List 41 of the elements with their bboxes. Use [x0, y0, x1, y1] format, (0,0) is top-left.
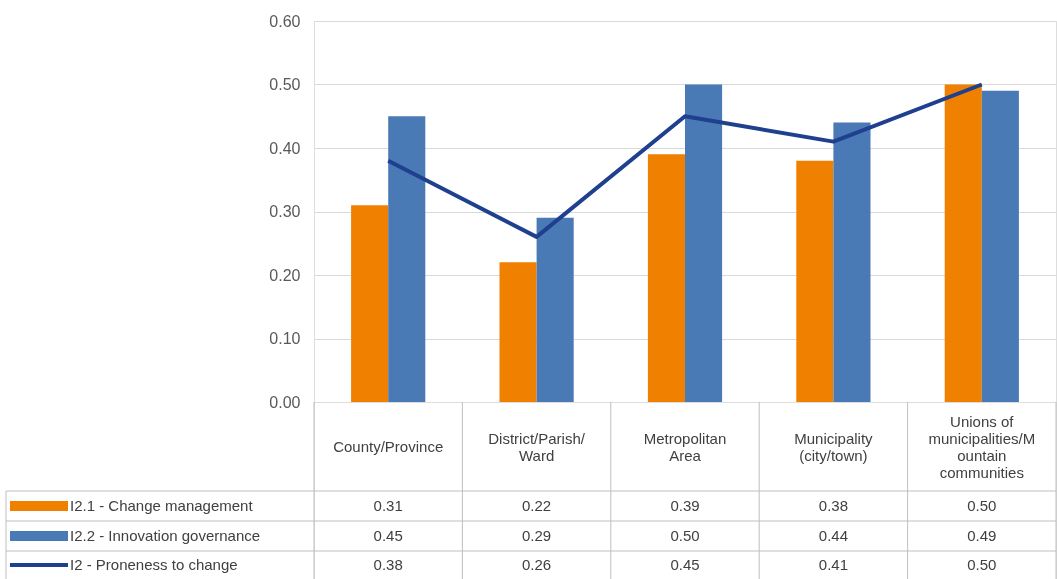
legend-label: I2.2 - Innovation governance [70, 527, 261, 544]
legend-label: I2 - Proneness to change [70, 556, 238, 573]
data-label: 0.31 [373, 497, 403, 514]
data-label: 0.41 [818, 556, 848, 573]
bar [981, 90, 1019, 402]
y-tick-label: 0.00 [269, 393, 301, 411]
y-tick-label: 0.40 [269, 139, 301, 157]
x-tick-label: County/Province [333, 438, 444, 455]
x-tick-label: Metropolitan Area [643, 429, 727, 464]
bar [388, 116, 426, 402]
data-label: 0.38 [818, 497, 848, 514]
legend-label: I2.1 - Change management [70, 497, 254, 514]
bar [647, 154, 685, 402]
x-tick-label: Municipality (city/town) [794, 429, 874, 464]
line-series [386, 82, 984, 239]
bar [536, 217, 574, 402]
data-label: 0.49 [967, 527, 997, 544]
data-label: 0.26 [522, 556, 552, 573]
x-tick-label: Unions of municipalities/Mountain communities [928, 412, 1036, 481]
data-label: 0.45 [373, 527, 403, 544]
data-label: 0.29 [522, 527, 552, 544]
x-tick-label: District/Parish/Ward [488, 429, 586, 464]
y-tick-label: 0.50 [269, 76, 301, 93]
bar [499, 262, 537, 402]
y-tick-label: 0.30 [269, 203, 301, 220]
data-label: 0.39 [670, 497, 700, 514]
data-label: 0.38 [373, 556, 403, 573]
bar [833, 122, 871, 402]
data-label: 0.44 [818, 527, 848, 544]
y-tick-label: 0.60 [269, 12, 301, 30]
data-label: 0.22 [522, 497, 552, 514]
y-tick-label: 0.20 [269, 266, 301, 284]
bar [351, 205, 389, 402]
data-label: 0.50 [670, 527, 700, 544]
bar [944, 84, 982, 402]
data-label: 0.50 [967, 497, 997, 514]
data-label: 0.45 [670, 556, 700, 573]
y-tick-label: 0.10 [269, 330, 301, 347]
data-label: 0.50 [967, 556, 997, 573]
bar [685, 84, 723, 402]
bar [796, 160, 834, 402]
